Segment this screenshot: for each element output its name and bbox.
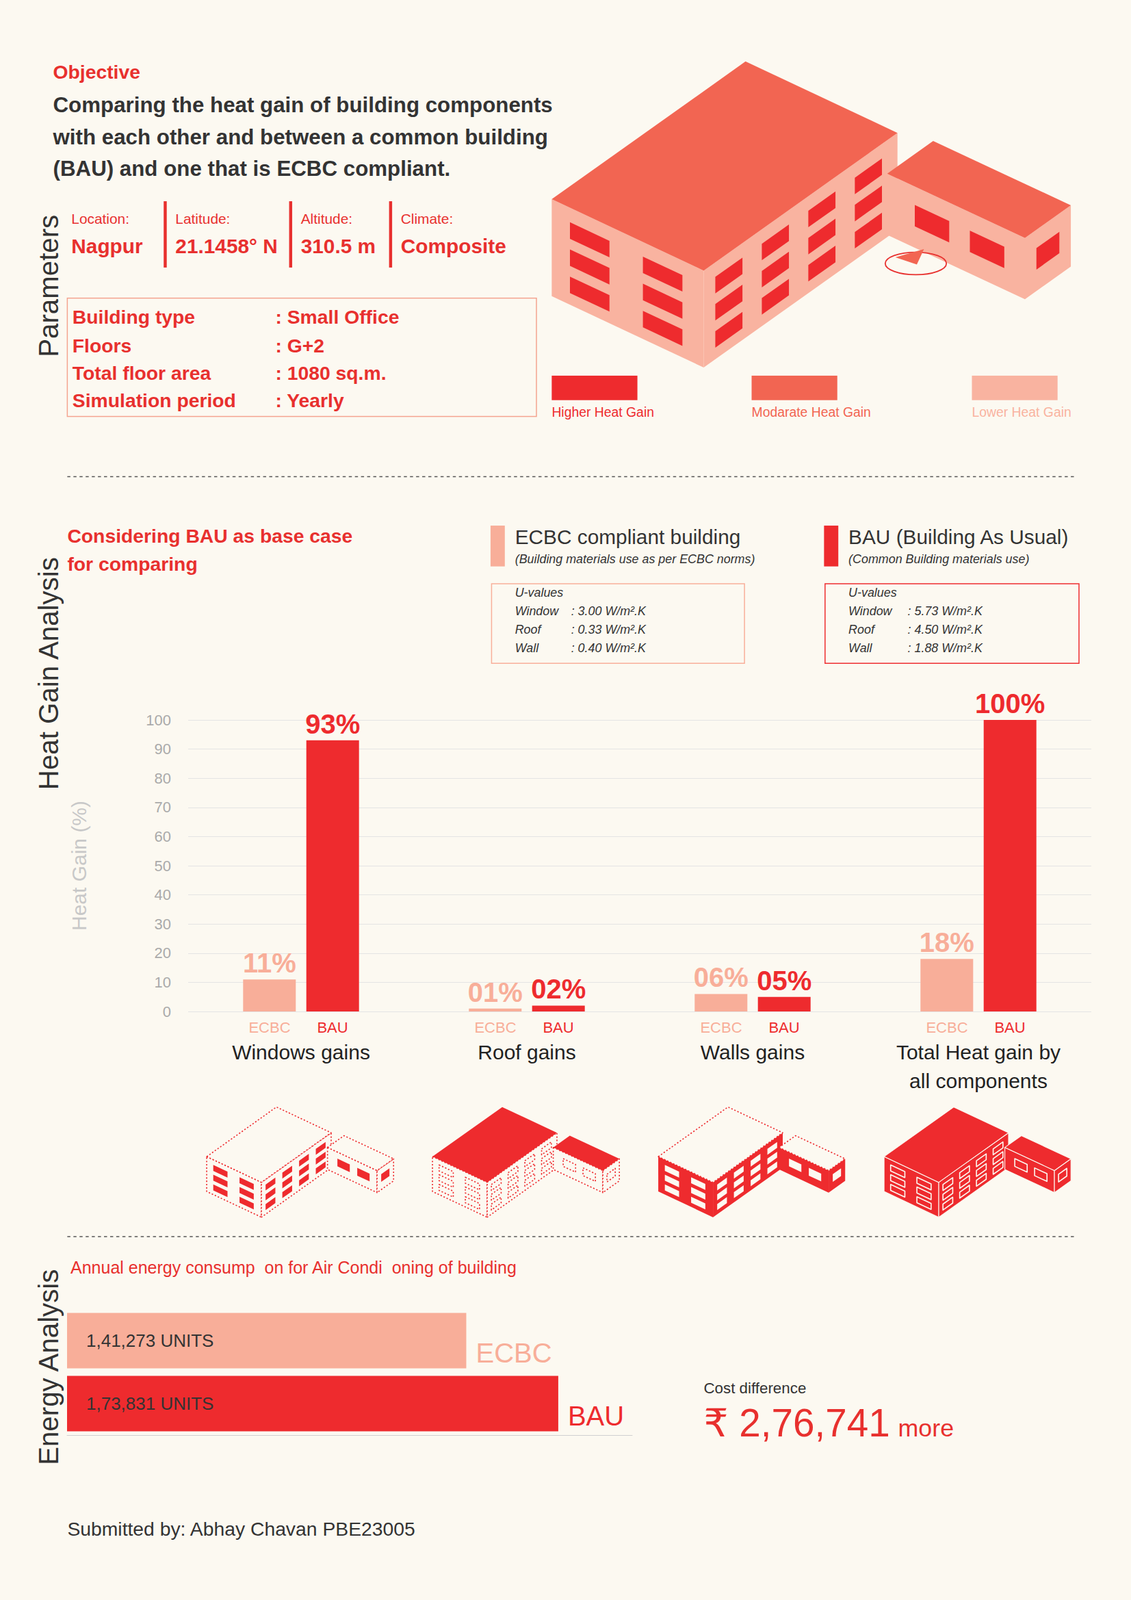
svg-text:10: 10 <box>154 973 172 991</box>
svg-text:Location:: Location: <box>71 210 130 227</box>
svg-text:90: 90 <box>154 740 172 758</box>
svg-text:50: 50 <box>154 857 172 875</box>
svg-text:: 3.00 W/m².K: : 3.00 W/m².K <box>571 604 647 618</box>
svg-text:40: 40 <box>154 886 172 904</box>
svg-text:06%: 06% <box>693 962 749 993</box>
svg-text:100%: 100% <box>975 688 1045 719</box>
svg-text:Lower Heat Gain: Lower Heat Gain <box>971 404 1071 420</box>
svg-text:Modarate Heat Gain: Modarate Heat Gain <box>751 404 871 420</box>
svg-text:Windows gains: Windows gains <box>231 1040 371 1064</box>
svg-text:U-values: U-values <box>515 585 564 600</box>
svg-text:: 1.88 W/m².K: : 1.88 W/m².K <box>907 641 984 655</box>
svg-text:1,41,273 UNITS: 1,41,273 UNITS <box>86 1330 214 1351</box>
svg-text:all components: all components <box>909 1069 1048 1092</box>
svg-text:Energy Analysis: Energy Analysis <box>33 1269 65 1465</box>
svg-text:: G+2: : G+2 <box>275 334 325 357</box>
svg-text:Composite: Composite <box>400 234 507 258</box>
svg-text:ECBC: ECBC <box>699 1018 742 1036</box>
svg-text:Climate:: Climate: <box>400 210 454 227</box>
svg-text:Window: Window <box>515 604 560 618</box>
svg-text:: Small Office: : Small Office <box>275 305 399 328</box>
svg-text:21.1458° N: 21.1458° N <box>175 234 278 258</box>
svg-text:for comparing: for comparing <box>67 552 198 575</box>
svg-text:Roof gains: Roof gains <box>477 1040 576 1064</box>
svg-text:BAU: BAU <box>542 1018 574 1036</box>
svg-text:BAU: BAU <box>567 1400 624 1431</box>
svg-text:0: 0 <box>162 1003 172 1021</box>
svg-text:Objective: Objective <box>53 60 141 83</box>
svg-text:with each other and between a: with each other and between a common bui… <box>52 125 549 150</box>
svg-text:(BAU) and one that is ECBC com: (BAU) and one that is ECBC compliant. <box>53 156 451 181</box>
svg-text:Window: Window <box>848 604 893 618</box>
svg-text:: 1080 sq.m.: : 1080 sq.m. <box>275 361 386 384</box>
svg-text:Comparing the heat gain of bui: Comparing the heat gain of building comp… <box>53 93 553 117</box>
svg-text:20: 20 <box>154 944 172 962</box>
svg-text:Higher Heat Gain: Higher Heat Gain <box>551 404 655 420</box>
svg-text:Roof: Roof <box>848 622 876 637</box>
svg-text:(Building materials use as per: (Building materials use as per ECBC norm… <box>515 552 756 566</box>
svg-text:01%: 01% <box>468 977 523 1008</box>
svg-text:BAU: BAU <box>994 1018 1025 1036</box>
svg-text:BAU: BAU <box>768 1018 800 1036</box>
svg-text:Parameters: Parameters <box>33 214 65 358</box>
svg-text:1,73,831 UNITS: 1,73,831 UNITS <box>86 1393 214 1414</box>
svg-text:Heat Gain (%): Heat Gain (%) <box>67 800 91 931</box>
svg-text:70: 70 <box>154 798 172 816</box>
svg-text:93%: 93% <box>305 708 360 739</box>
svg-text:₹ 2,76,741more: ₹ 2,76,741more <box>703 1401 954 1445</box>
svg-text:BAU (Building As Usual): BAU (Building As Usual) <box>848 525 1069 549</box>
svg-text:Nagpur: Nagpur <box>71 234 143 258</box>
svg-text:: 5.73 W/m².K: : 5.73 W/m².K <box>907 604 984 618</box>
svg-text:Submitted by: Abhay Chavan PBE: Submitted by: Abhay Chavan PBE23005 <box>67 1517 415 1540</box>
svg-text:100: 100 <box>145 711 172 729</box>
svg-text:ECBC: ECBC <box>474 1018 516 1036</box>
svg-text:60: 60 <box>154 827 172 845</box>
svg-text:310.5 m: 310.5 m <box>301 234 376 258</box>
svg-text:Total floor area: Total floor area <box>72 361 212 384</box>
svg-text:BAU: BAU <box>316 1018 348 1036</box>
svg-text:Floors: Floors <box>72 334 133 357</box>
svg-text:Altitude:: Altitude: <box>301 210 353 227</box>
svg-text:02%: 02% <box>530 973 586 1004</box>
svg-text:ECBC: ECBC <box>475 1337 552 1368</box>
svg-text:Considering BAU as base case: Considering BAU as base case <box>67 524 353 547</box>
svg-text:Latitude:: Latitude: <box>175 210 230 227</box>
svg-text:Annual energy consump on for: Annual energy consump on for Air Condi o… <box>70 1257 517 1277</box>
svg-text:18%: 18% <box>919 927 975 958</box>
svg-text:Cost difference: Cost difference <box>703 1379 806 1397</box>
svg-text:11%: 11% <box>242 947 297 978</box>
svg-text:Total Heat gain by: Total Heat gain by <box>896 1040 1061 1064</box>
svg-text:ECBC: ECBC <box>925 1018 968 1036</box>
svg-text:Simulation period: Simulation period <box>72 389 237 412</box>
svg-text:U-values: U-values <box>848 585 897 600</box>
svg-text:: 4.50 W/m².K: : 4.50 W/m².K <box>907 622 984 637</box>
svg-text:Building type: Building type <box>72 305 195 328</box>
svg-text:30: 30 <box>154 915 172 933</box>
svg-text:Wall: Wall <box>515 641 540 655</box>
svg-text:Roof: Roof <box>515 622 543 637</box>
svg-text:Wall: Wall <box>848 641 873 655</box>
svg-text:ECBC compliant building: ECBC compliant building <box>515 525 741 549</box>
svg-text:(Common Building materials use: (Common Building materials use) <box>848 552 1030 566</box>
svg-text:: 0.33 W/m².K: : 0.33 W/m².K <box>571 622 647 637</box>
svg-text:Walls gains: Walls gains <box>700 1040 805 1064</box>
svg-text:: Yearly: : Yearly <box>275 389 344 412</box>
svg-text:Heat Gain Analysis: Heat Gain Analysis <box>33 556 65 790</box>
svg-text:80: 80 <box>154 769 172 787</box>
svg-text:: 0.40 W/m².K: : 0.40 W/m².K <box>571 641 647 655</box>
svg-text:ECBC: ECBC <box>248 1018 291 1036</box>
svg-text:05%: 05% <box>756 965 812 996</box>
